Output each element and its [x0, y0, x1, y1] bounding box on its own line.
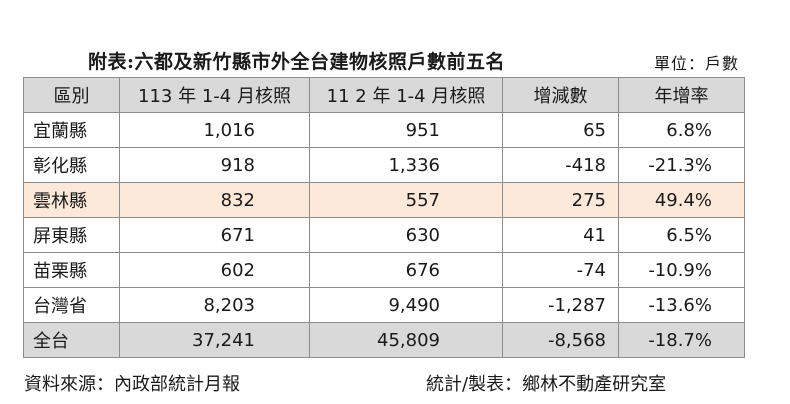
cell-change: 65 [502, 112, 619, 148]
cell-112: 45,809 [309, 322, 503, 358]
cell-113: 671 [119, 217, 310, 253]
cell-rate: 6.5% [618, 217, 745, 253]
cell-112: 557 [309, 182, 503, 218]
header-change: 增減數 [502, 77, 619, 113]
table-title: 附表:六都及新竹縣市外全台建物核照戶數前五名 [88, 51, 506, 73]
cell-rate: -21.3% [618, 147, 745, 183]
license-table: 區別 113 年 1-4 月核照 11 2 年 1-4 月核照 增減數 年增率 … [23, 77, 745, 358]
cell-rate: -18.7% [618, 322, 745, 358]
cell-112: 676 [309, 252, 503, 288]
cell-region: 彰化縣 [23, 147, 120, 183]
cell-change: -1,287 [502, 287, 619, 323]
cell-region: 宜蘭縣 [23, 112, 120, 148]
cell-112: 630 [309, 217, 503, 253]
cell-rate: 49.4% [618, 182, 745, 218]
cell-113: 8,203 [119, 287, 310, 323]
cell-region: 台灣省 [23, 287, 120, 323]
cell-change: -418 [502, 147, 619, 183]
table-row: 台灣省 8,203 9,490 -1,287 -13.6% [23, 287, 745, 323]
source-note: 資料來源：內政部統計月報 [24, 374, 240, 395]
table-row: 彰化縣 918 1,336 -418 -21.3% [23, 147, 745, 183]
cell-region: 全台 [23, 322, 120, 358]
header-112: 11 2 年 1-4 月核照 [309, 77, 503, 113]
header-region: 區別 [23, 77, 120, 113]
cell-region: 屏東縣 [23, 217, 120, 253]
table-header-row: 區別 113 年 1-4 月核照 11 2 年 1-4 月核照 增減數 年增率 [23, 77, 745, 113]
cell-rate: -10.9% [618, 252, 745, 288]
cell-112: 9,490 [309, 287, 503, 323]
cell-rate: 6.8% [618, 112, 745, 148]
cell-change: 41 [502, 217, 619, 253]
header-113: 113 年 1-4 月核照 [119, 77, 310, 113]
cell-rate: -13.6% [618, 287, 745, 323]
cell-113: 832 [119, 182, 310, 218]
cell-change: -74 [502, 252, 619, 288]
credit-note: 統計/製表：鄉林不動產研究室 [426, 374, 667, 395]
cell-113: 37,241 [119, 322, 310, 358]
cell-113: 918 [119, 147, 310, 183]
cell-change: -8,568 [502, 322, 619, 358]
cell-112: 1,336 [309, 147, 503, 183]
header-rate: 年增率 [618, 77, 745, 113]
table-row: 苗栗縣 602 676 -74 -10.9% [23, 252, 745, 288]
cell-113: 1,016 [119, 112, 310, 148]
table-row-highlighted: 雲林縣 832 557 275 49.4% [23, 182, 745, 218]
cell-change: 275 [502, 182, 619, 218]
cell-113: 602 [119, 252, 310, 288]
cell-112: 951 [309, 112, 503, 148]
cell-region: 苗栗縣 [23, 252, 120, 288]
cell-region: 雲林縣 [23, 182, 120, 218]
unit-label: 單位：戶數 [654, 54, 740, 73]
table-row: 屏東縣 671 630 41 6.5% [23, 217, 745, 253]
table-row: 宜蘭縣 1,016 951 65 6.8% [23, 112, 745, 148]
table-row-total: 全台 37,241 45,809 -8,568 -18.7% [23, 322, 745, 358]
